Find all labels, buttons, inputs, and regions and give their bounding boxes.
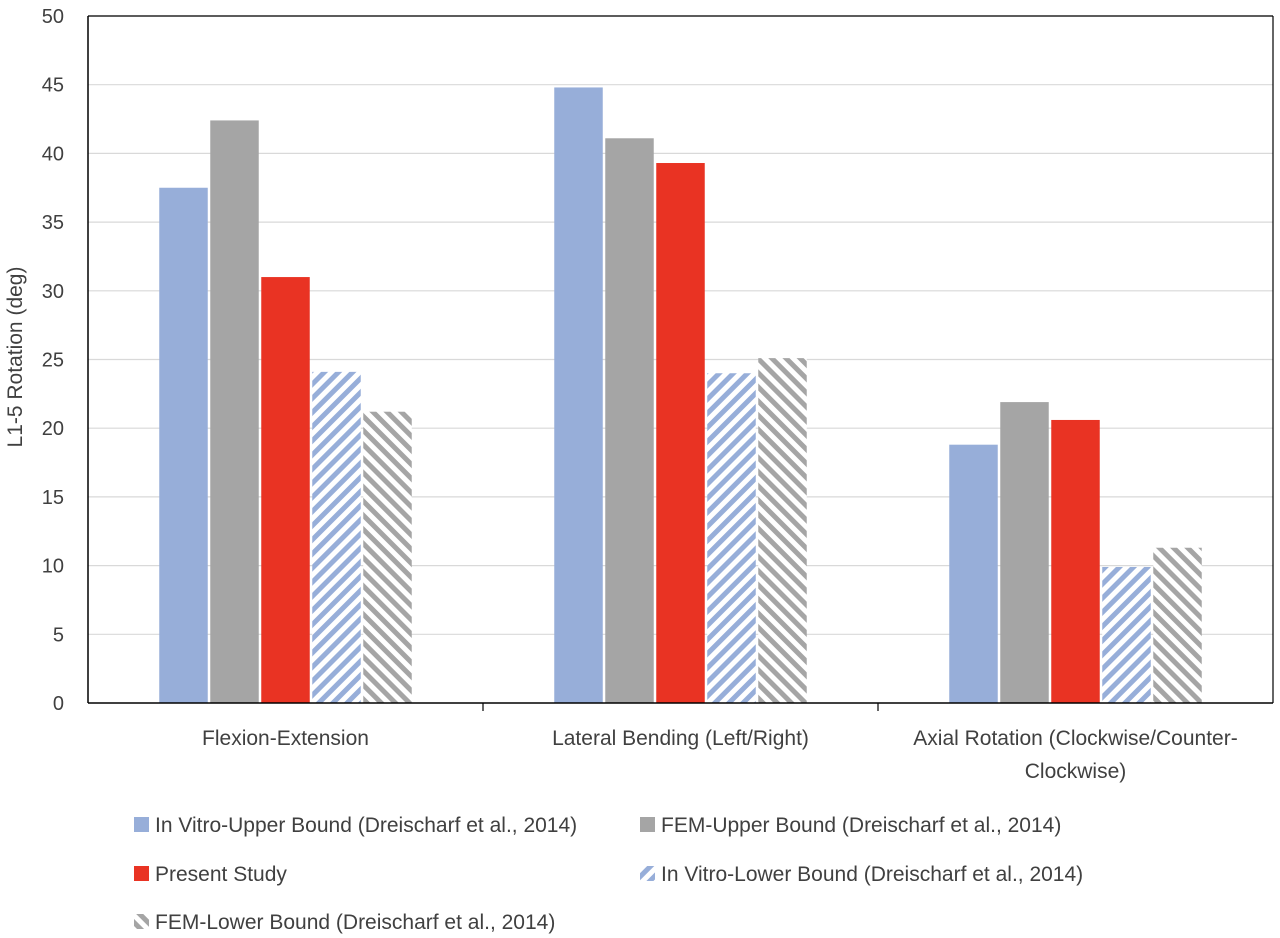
y-tick-label: 45	[42, 75, 64, 97]
legend-label: FEM-Lower Bound (Dreischarf et al., 2014…	[155, 911, 555, 934]
legend-label: FEM-Upper Bound (Dreischarf et al., 2014…	[661, 814, 1061, 837]
legend-label: Present Study	[155, 863, 287, 886]
bar	[656, 163, 705, 703]
bar	[1102, 566, 1151, 703]
y-tick-label: 25	[42, 350, 64, 372]
legend-label: In Vitro-Lower Bound (Dreischarf et al.,…	[661, 863, 1083, 886]
x-category-labels: Flexion-Extension Lateral Bending (Left/R…	[202, 727, 1238, 783]
bar	[261, 277, 310, 703]
axes	[87, 15, 1274, 711]
bar	[1153, 547, 1202, 703]
legend-swatch	[134, 817, 149, 832]
legend-swatch	[134, 866, 149, 881]
legend: In Vitro-Upper Bound (Dreischarf et al.,…	[134, 814, 1083, 934]
bar	[210, 120, 259, 703]
bar	[605, 138, 654, 703]
bar	[363, 411, 412, 703]
y-tick-labels: 0 5 10 15 20 25 30 35 40 45 50	[42, 6, 64, 715]
bar	[949, 444, 998, 703]
y-tick-label: 0	[53, 693, 64, 715]
bar	[312, 371, 361, 703]
x-category-label: Clockwise)	[1025, 760, 1127, 783]
x-category-label: Axial Rotation (Clockwise/Counter-	[913, 727, 1237, 750]
bar	[758, 358, 807, 703]
bar	[1000, 402, 1049, 703]
x-category-label: Lateral Bending (Left/Right)	[552, 727, 809, 750]
legend-swatch	[640, 866, 655, 881]
y-tick-label: 40	[42, 143, 64, 165]
y-tick-label: 30	[42, 281, 64, 303]
y-tick-label: 5	[53, 624, 64, 646]
y-tick-label: 50	[42, 6, 64, 28]
bar	[1051, 419, 1100, 703]
y-tick-label: 15	[42, 487, 64, 509]
bar	[159, 187, 208, 703]
legend-swatch	[134, 914, 149, 929]
bars	[159, 87, 1202, 703]
x-category-label: Flexion-Extension	[202, 727, 369, 750]
y-tick-label: 20	[42, 418, 64, 440]
legend-label: In Vitro-Upper Bound (Dreischarf et al.,…	[155, 814, 577, 837]
y-tick-label: 10	[42, 556, 64, 578]
legend-swatch	[640, 817, 655, 832]
bar	[707, 373, 756, 703]
y-axis-label: L1-5 Rotation (deg)	[4, 267, 27, 448]
bar	[554, 87, 603, 703]
y-tick-label: 35	[42, 212, 64, 234]
